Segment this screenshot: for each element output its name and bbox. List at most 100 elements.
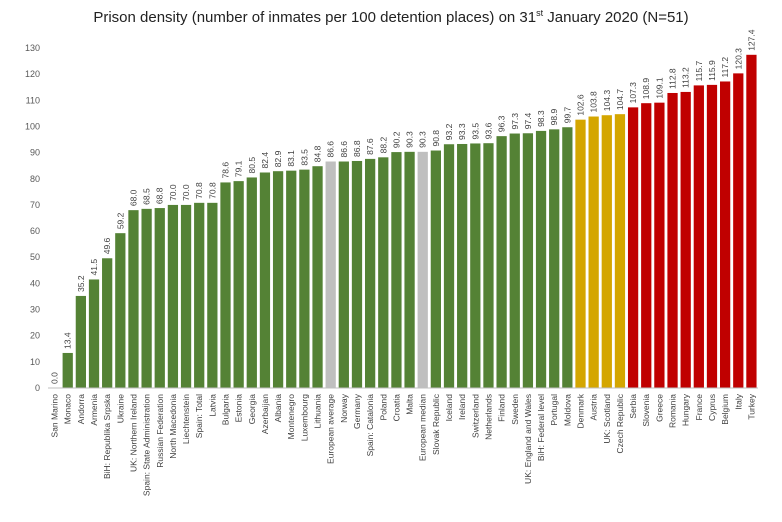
value-label-39: 99.7 (562, 106, 572, 123)
value-label-51: 117.2 (720, 57, 730, 78)
category-label-24: Spain: Catalonia (365, 394, 375, 457)
chart-title-suffix: January 2020 (N=51) (543, 9, 689, 26)
category-label-35: Sweden (510, 394, 520, 425)
bar-6 (128, 210, 139, 388)
category-label-6: UK: Northern Ireland (128, 394, 138, 472)
bar-45 (641, 103, 652, 388)
value-label-19: 83.5 (299, 149, 309, 166)
bar-4 (102, 258, 113, 388)
value-label-29: 90.8 (431, 130, 441, 147)
value-label-41: 103.8 (589, 91, 599, 113)
value-label-0: 0.0 (50, 372, 60, 384)
category-label-53: Turkey (746, 393, 756, 419)
bar-11 (194, 202, 205, 388)
value-label-10: 70.0 (181, 184, 191, 201)
bar-25 (378, 157, 389, 388)
category-label-50: Cyprus (707, 394, 717, 421)
category-label-21: European average (326, 394, 336, 464)
bar-43 (614, 114, 626, 389)
category-label-26: Croatia (391, 394, 401, 422)
category-label-4: BiH: Republika Srpska (102, 394, 112, 479)
category-label-14: Estonia (234, 394, 244, 423)
value-label-16: 82.4 (260, 152, 270, 169)
bar-7 (141, 208, 152, 388)
bar-5 (115, 233, 126, 388)
value-label-32: 93.5 (470, 123, 480, 140)
category-label-0: San Marino (50, 394, 60, 438)
value-label-1: 13.4 (63, 332, 73, 349)
y-tick-label-7: 70 (30, 200, 40, 210)
value-label-2: 35.2 (76, 275, 86, 292)
value-labels-group: 0.013.435.241.549.659.268.0 68.5 68.8 70.0 7… (50, 29, 757, 384)
value-label-48: 113.2 (681, 67, 691, 88)
bar-16 (259, 172, 271, 388)
value-label-13: 78.6 (221, 162, 231, 179)
category-label-2: Andorra (76, 394, 86, 425)
value-label-43: 104.7 (615, 89, 625, 111)
bar-20 (312, 166, 323, 388)
bar-36 (522, 133, 534, 388)
category-label-32: Switzerland (470, 394, 480, 438)
bar-13 (220, 182, 231, 388)
value-label-6: 68.0 (128, 189, 138, 206)
y-tick-label-12: 120 (25, 69, 40, 79)
bar-29 (430, 150, 441, 388)
y-tick-label-1: 10 (30, 357, 40, 367)
category-label-9: North Macedonia (168, 394, 178, 459)
category-label-27: Malta (405, 394, 415, 415)
bar-37 (535, 130, 547, 388)
y-tick-label-9: 90 (30, 148, 40, 158)
bar-21 (325, 161, 336, 388)
category-label-43: Czech Republic (615, 393, 625, 453)
category-label-39: Moldova (562, 394, 572, 426)
bar-19 (299, 169, 310, 388)
bar-44 (627, 107, 639, 388)
category-label-17: Albania (273, 394, 283, 423)
y-tick-label-13: 130 (25, 43, 40, 53)
y-axis: 0 10 20 30 40 50 60 70 80 90 100 110 120 130 (25, 43, 40, 393)
category-label-1: Monaco (63, 394, 73, 425)
chart-title: Prison density (number of inmates per 10… (0, 8, 782, 26)
category-label-28: European median (418, 394, 428, 461)
bar-22 (338, 161, 349, 388)
category-label-3: Armenia (89, 394, 99, 426)
chart-title-text: Prison density (number of inmates per 10… (93, 9, 537, 26)
value-label-40: 102.6 (576, 94, 586, 116)
bar-10 (180, 204, 192, 388)
category-label-38: Portugal (549, 394, 559, 426)
value-label-36: 97.4 (523, 112, 533, 129)
y-tick-label-6: 60 (30, 226, 40, 236)
value-label-17: 82.9 (273, 150, 283, 167)
category-label-33: Netherlands (483, 394, 493, 440)
category-label-5: Ukraine (115, 394, 125, 424)
value-label-44: 107.3 (628, 82, 638, 104)
y-tick-label-4: 40 (30, 278, 40, 288)
value-label-35: 97.3 (510, 113, 520, 130)
category-label-47: Romania (668, 394, 678, 428)
bar-53 (746, 54, 757, 389)
y-tick-label-5: 50 (30, 252, 40, 262)
category-label-52: Italy (733, 393, 743, 409)
value-label-45: 108.9 (641, 78, 651, 100)
category-label-8: Russian Federation (155, 394, 165, 468)
value-label-22: 86.6 (339, 141, 349, 158)
bar-51 (720, 81, 731, 388)
bar-28 (417, 151, 428, 388)
category-label-29: Slovak Republic (431, 393, 441, 455)
bar-46 (654, 102, 665, 389)
category-label-16: Azerbaijan (260, 394, 270, 434)
value-label-31: 93.3 (457, 123, 467, 140)
bars-group (62, 54, 757, 389)
bar-23 (351, 160, 363, 388)
category-label-25: Poland (378, 394, 388, 421)
category-label-44: Serbia (628, 394, 638, 419)
category-label-45: Slovenia (641, 394, 651, 427)
bar-18 (286, 170, 297, 388)
category-label-22: Norway (339, 393, 349, 423)
value-label-3: 41.5 (89, 259, 99, 276)
value-label-33: 93.6 (483, 122, 493, 139)
category-label-13: Bulgaria (221, 394, 231, 425)
value-label-8: 68.8 (155, 187, 165, 204)
category-label-30: Iceland (444, 394, 454, 422)
